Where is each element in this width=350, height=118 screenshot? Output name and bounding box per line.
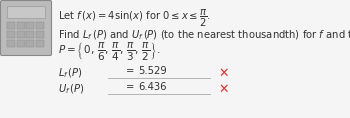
Text: 5.529: 5.529 [138,66,167,76]
Text: 6.436: 6.436 [138,82,167,92]
Bar [16,22,24,29]
Bar [7,6,45,18]
Bar [26,31,34,38]
Bar [7,22,15,29]
Text: $P = \left\{0,\, \dfrac{\pi}{6},\, \dfrac{\pi}{4},\, \dfrac{\pi}{3},\, \dfrac{\p: $P = \left\{0,\, \dfrac{\pi}{6},\, \dfra… [58,40,160,62]
FancyBboxPatch shape [0,0,51,55]
Text: Let $f\,(x) = 4\mathrm{sin}(x)$ for $0 \leq x \leq \dfrac{\pi}{2}$.: Let $f\,(x) = 4\mathrm{sin}(x)$ for $0 \… [58,8,211,29]
Bar [26,22,34,29]
Bar [16,40,24,47]
Bar [35,40,43,47]
Text: Find $L_f\,(P)$ and $U_f\,(P)$ (to the nearest thousandth) for $f$ and the parti: Find $L_f\,(P)$ and $U_f\,(P)$ (to the n… [58,28,350,42]
Bar [26,40,34,47]
Text: $U_f\,(P)$: $U_f\,(P)$ [58,82,85,96]
Text: ✕: ✕ [218,67,229,80]
Text: =: = [126,66,134,76]
Text: =: = [126,82,134,92]
Bar [7,31,15,38]
Bar [35,31,43,38]
Bar [35,22,43,29]
Bar [16,31,24,38]
Text: ✕: ✕ [218,83,229,96]
Text: $L_f\,(P)$: $L_f\,(P)$ [58,66,83,80]
Bar [7,40,15,47]
